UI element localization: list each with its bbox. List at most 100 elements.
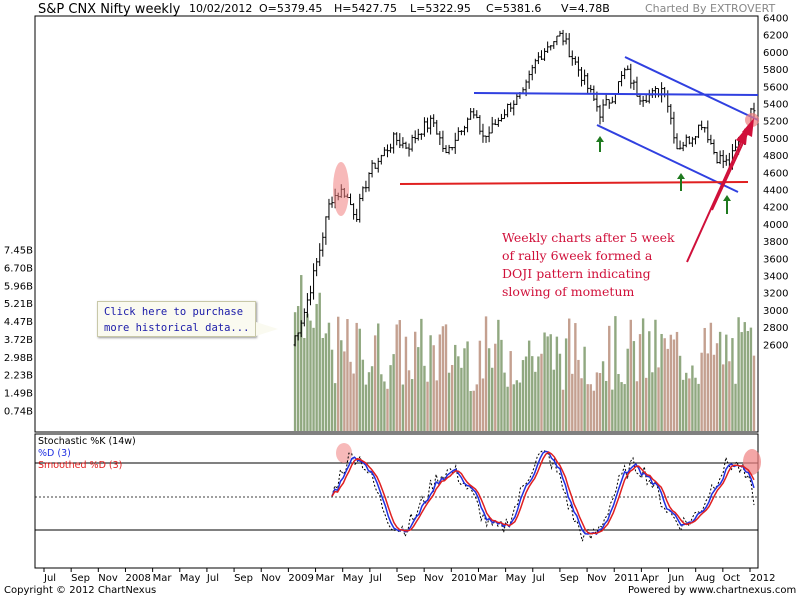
x-tick-label: Oct	[723, 573, 740, 584]
x-tick-label: Jul	[369, 573, 382, 584]
volume-bar	[346, 319, 349, 431]
volume-bar	[651, 372, 654, 431]
annotation-line-3: DOJI pattern indicating	[502, 266, 651, 281]
volume-bar	[657, 367, 660, 431]
volume-bar	[700, 352, 703, 431]
charted-by: Charted By EXTROVERT	[645, 2, 776, 15]
volume-bar	[681, 379, 685, 431]
stochastic-panel	[34, 433, 759, 569]
volume-bar	[392, 354, 395, 431]
annotation-arrowhead-2	[742, 118, 754, 137]
volume-bar	[494, 343, 497, 431]
volume-bar	[450, 364, 454, 431]
volume-bar	[361, 359, 365, 431]
channel-upper-line	[624, 56, 759, 121]
price-tick-label: 3000	[763, 306, 788, 317]
volume-bar	[718, 331, 722, 431]
volume-bar	[589, 384, 592, 431]
header-close: C=5381.6	[486, 2, 542, 15]
promo-line-2: more historical data...	[104, 322, 250, 334]
volume-bar	[432, 345, 435, 431]
header-volume: V=4.78B	[561, 2, 610, 15]
volume-bar	[617, 373, 620, 431]
volume-bar	[635, 381, 639, 431]
volume-bar	[306, 313, 309, 431]
volume-bar	[626, 348, 629, 431]
chart-title: S&P CNX Nifty weekly	[38, 2, 181, 17]
volume-bar	[364, 384, 368, 431]
volume-bar	[691, 365, 694, 431]
volume-bar	[352, 373, 355, 431]
volume-bar	[444, 324, 448, 431]
volume-bar	[749, 327, 753, 431]
volume-bar	[715, 343, 719, 431]
price-tick-label: 4400	[763, 186, 788, 197]
volume-bar	[608, 325, 611, 431]
volume-bar	[675, 331, 679, 431]
price-tick-label: 3400	[763, 272, 788, 283]
volume-bar	[475, 384, 478, 431]
volume-bar	[355, 322, 358, 431]
volume-bar	[697, 383, 700, 431]
volume-bar	[592, 390, 596, 431]
volume-bar	[568, 318, 571, 431]
x-tick-label: Mar	[478, 573, 498, 584]
volume-bar	[543, 332, 546, 431]
stoch-k-legend: Stochastic %K (14w)	[38, 436, 136, 447]
volume-bar	[534, 371, 537, 431]
volume-bar	[709, 322, 713, 431]
powered-by-link[interactable]: Powered by www.chartnexus.com	[628, 585, 797, 596]
volume-bar	[340, 340, 343, 431]
volume-bar	[333, 383, 337, 431]
price-tick-label: 6200	[763, 31, 788, 42]
price-tick-label: 6400	[763, 14, 788, 25]
stoch-smoothed-line	[331, 451, 755, 535]
price-tick-label: 2800	[763, 323, 788, 334]
price-tick-label: 6000	[763, 48, 788, 59]
volume-bar	[518, 382, 522, 431]
volume-bar	[324, 333, 328, 431]
volume-bar	[303, 337, 306, 431]
price-tick-label: 4800	[763, 151, 788, 162]
x-tick-label: Sep	[234, 573, 253, 584]
volume-tick-label: 0.74B	[4, 407, 33, 418]
volume-bar	[478, 340, 482, 431]
volume-bar	[524, 356, 528, 431]
volume-bar	[463, 348, 466, 431]
volume-bar	[506, 386, 509, 431]
volume-bar	[694, 377, 697, 431]
x-tick-label: May	[180, 573, 201, 584]
x-tick-label: Nov	[424, 573, 444, 584]
volume-bar	[407, 370, 411, 431]
volume-bar	[472, 390, 475, 431]
volume-bar	[466, 341, 469, 431]
purchase-data-link[interactable]: Click here to purchase more historical d…	[97, 301, 256, 337]
volume-tick-label: 2.23B	[4, 371, 33, 382]
volume-bar	[296, 306, 300, 431]
x-tick-label: May	[506, 573, 527, 584]
x-tick-label: 2008	[125, 573, 150, 584]
volume-bar	[401, 384, 405, 431]
volume-bar	[722, 364, 725, 431]
volume-bar	[632, 341, 636, 431]
price-tick-label: 3200	[763, 289, 788, 300]
volume-bar	[604, 380, 608, 431]
volume-bar	[743, 322, 746, 431]
x-tick-label: Sep	[71, 573, 90, 584]
volume-bar	[420, 318, 423, 431]
copyright: Copyright © 2012 ChartNexus	[4, 585, 157, 596]
support-line	[399, 181, 749, 185]
header-high: H=5427.75	[334, 2, 397, 15]
volume-bar	[561, 389, 565, 431]
price-tick-label: 4000	[763, 220, 788, 231]
x-tick-label: Nov	[261, 573, 281, 584]
annotation-arrow-2	[711, 131, 749, 211]
volume-bar	[383, 381, 386, 431]
volume-bar	[540, 353, 543, 431]
green-up-arrow-3	[723, 195, 731, 214]
header-low: L=5322.95	[410, 2, 471, 15]
volume-bar	[746, 331, 750, 431]
x-tick-label: Mar	[316, 573, 336, 584]
volume-bar	[601, 361, 605, 431]
volume-bar	[688, 378, 691, 431]
